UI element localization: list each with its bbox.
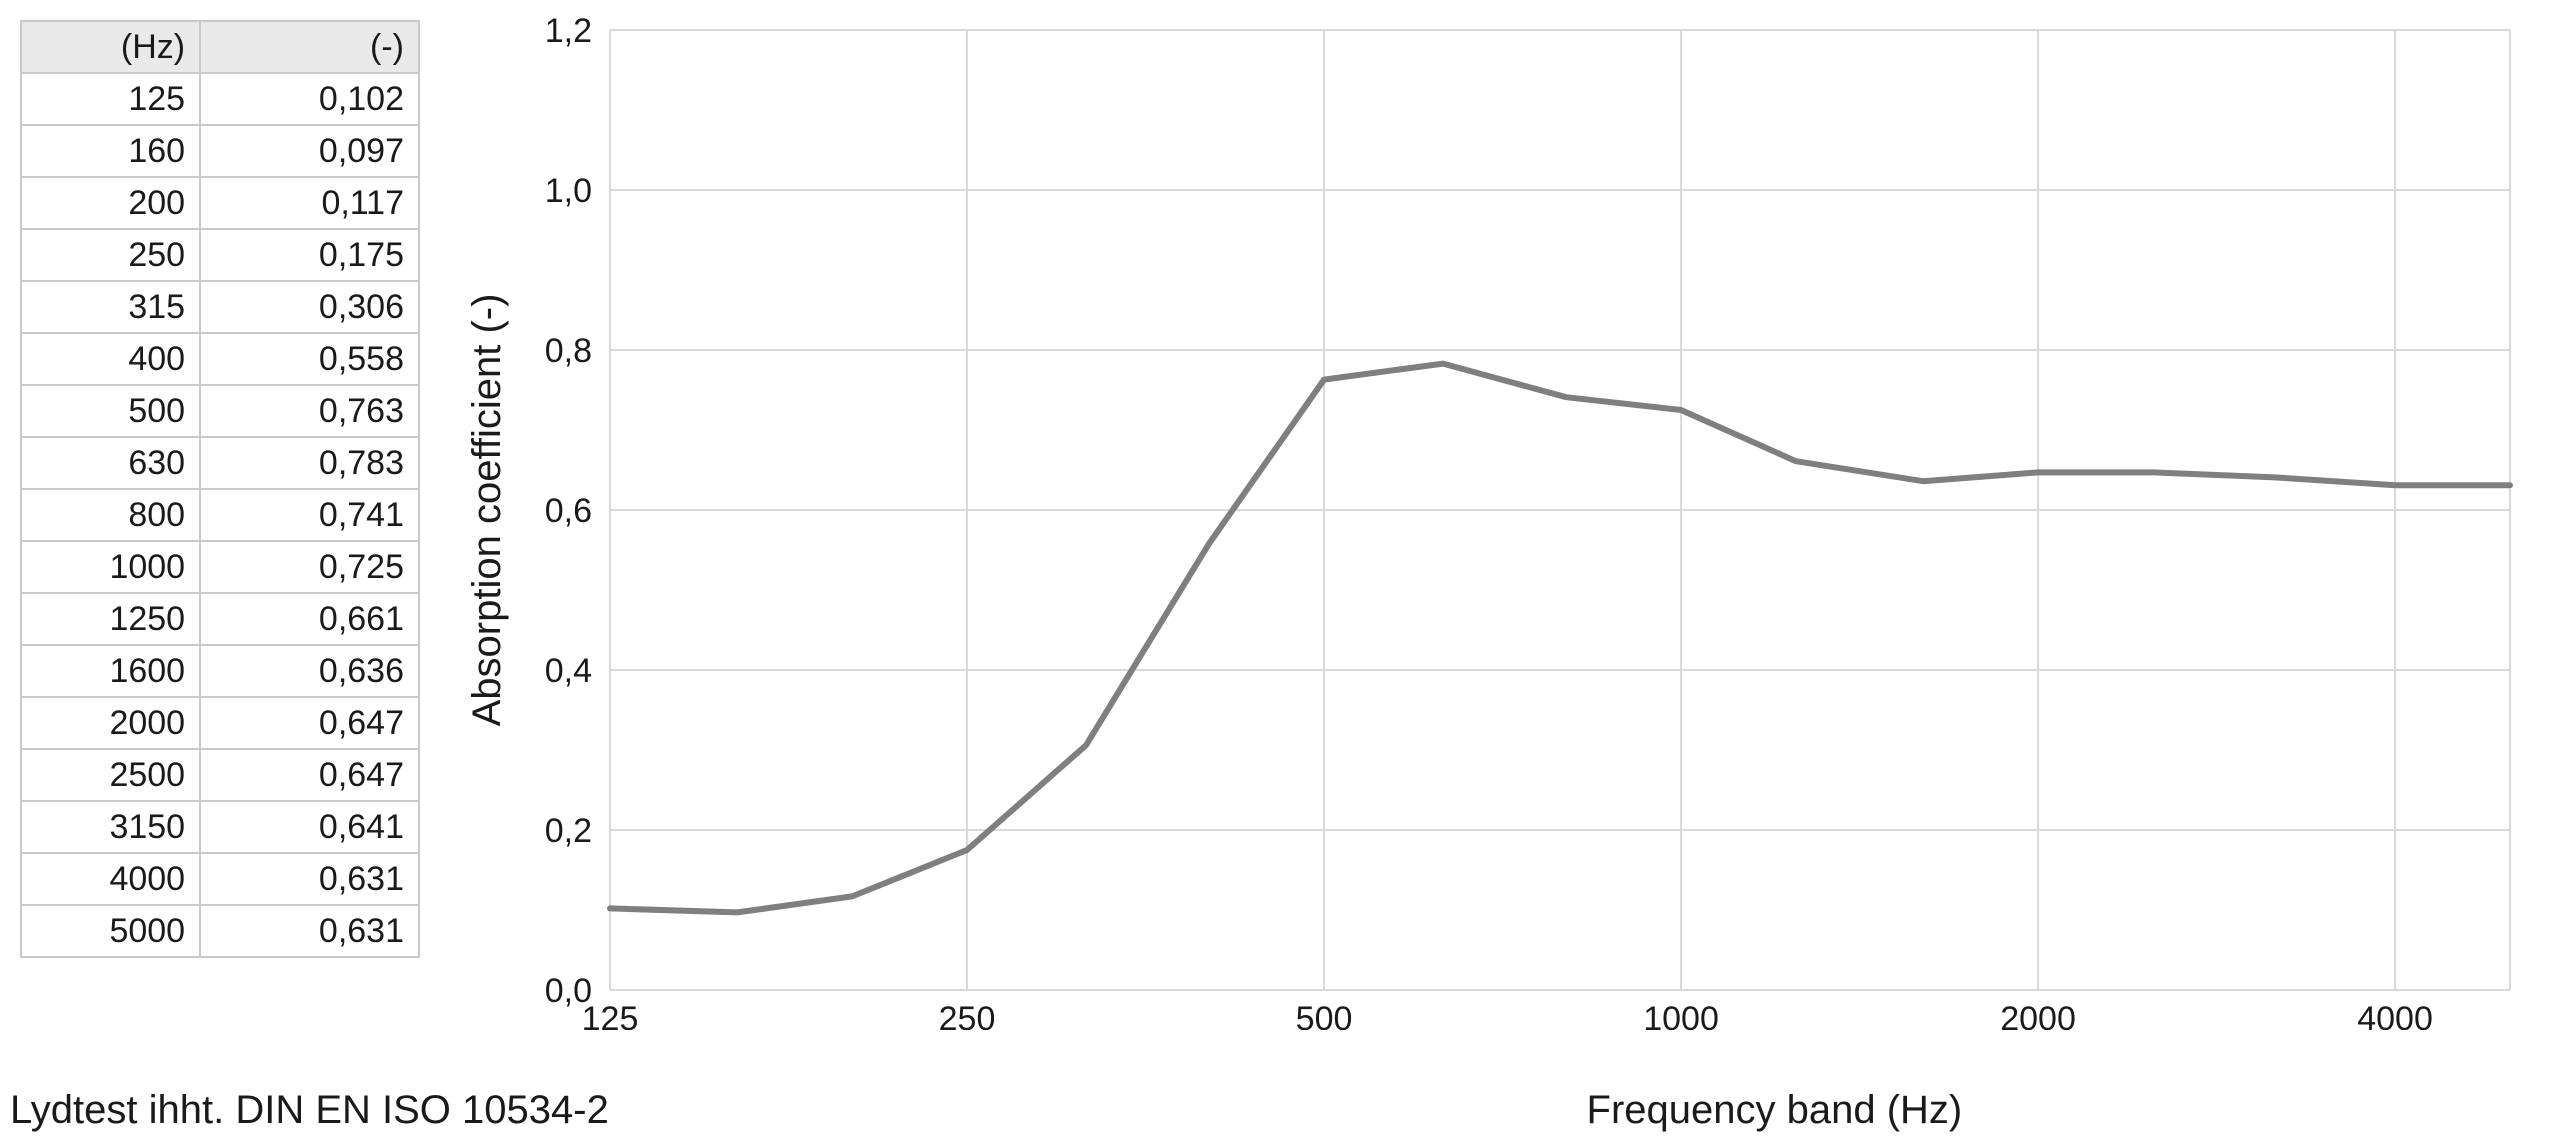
y-tick-label: 1,0 xyxy=(545,172,592,210)
cell-coef: 0,741 xyxy=(200,489,419,541)
cell-coef: 0,117 xyxy=(200,177,419,229)
cell-coef: 0,641 xyxy=(200,801,419,853)
x-tick-label: 4000 xyxy=(2357,1000,2433,1030)
table-row: 31500,641 xyxy=(21,801,419,853)
cell-hz: 630 xyxy=(21,437,200,489)
x-tick-label: 500 xyxy=(1296,1000,1353,1030)
table-row: 4000,558 xyxy=(21,333,419,385)
cell-hz: 315 xyxy=(21,281,200,333)
table-row: 50000,631 xyxy=(21,905,419,957)
cell-hz: 2500 xyxy=(21,749,200,801)
cell-coef: 0,558 xyxy=(200,333,419,385)
y-axis-title: Absorption coefficient (-) xyxy=(465,294,509,727)
cell-coef: 0,631 xyxy=(200,853,419,905)
table-row: 5000,763 xyxy=(21,385,419,437)
table-header-coef: (-) xyxy=(200,21,419,73)
table-row: 8000,741 xyxy=(21,489,419,541)
cell-hz: 5000 xyxy=(21,905,200,957)
cell-coef: 0,763 xyxy=(200,385,419,437)
table-row: 20000,647 xyxy=(21,697,419,749)
x-tick-label: 1000 xyxy=(1643,1000,1719,1030)
cell-hz: 3150 xyxy=(21,801,200,853)
cell-hz: 4000 xyxy=(21,853,200,905)
cell-coef: 0,102 xyxy=(200,73,419,125)
x-tick-label: 2000 xyxy=(2000,1000,2076,1030)
table-row: 10000,725 xyxy=(21,541,419,593)
cell-coef: 0,097 xyxy=(200,125,419,177)
cell-coef: 0,636 xyxy=(200,645,419,697)
table-header-hz: (Hz) xyxy=(21,21,200,73)
table-row: 3150,306 xyxy=(21,281,419,333)
x-axis-title: Frequency band (Hz) xyxy=(609,1088,2540,1133)
cell-coef: 0,783 xyxy=(200,437,419,489)
data-table: (Hz) (-) 1250,1021600,0972000,1172500,17… xyxy=(20,20,420,958)
x-tick-label: 125 xyxy=(582,1000,639,1030)
cell-coef: 0,661 xyxy=(200,593,419,645)
cell-hz: 1000 xyxy=(21,541,200,593)
cell-hz: 125 xyxy=(21,73,200,125)
table-row: 16000,636 xyxy=(21,645,419,697)
footer-standard-text: Lydtest ihht. DIN EN ISO 10534-2 xyxy=(10,1088,609,1133)
cell-coef: 0,175 xyxy=(200,229,419,281)
table-row: 2500,175 xyxy=(21,229,419,281)
table-row: 1600,097 xyxy=(21,125,419,177)
y-tick-label: 0,2 xyxy=(545,812,592,850)
cell-hz: 1250 xyxy=(21,593,200,645)
cell-hz: 800 xyxy=(21,489,200,541)
table-row: 1250,102 xyxy=(21,73,419,125)
y-tick-label: 1,2 xyxy=(545,12,592,50)
cell-hz: 160 xyxy=(21,125,200,177)
absorption-chart: 0,00,20,40,60,81,01,21252505001000200040… xyxy=(460,10,2540,1030)
cell-hz: 2000 xyxy=(21,697,200,749)
x-tick-label: 250 xyxy=(939,1000,996,1030)
table-row: 12500,661 xyxy=(21,593,419,645)
table-row: 25000,647 xyxy=(21,749,419,801)
cell-coef: 0,647 xyxy=(200,697,419,749)
y-tick-label: 0,4 xyxy=(545,652,592,690)
y-tick-label: 0,8 xyxy=(545,332,592,370)
y-tick-label: 0,6 xyxy=(545,492,592,530)
cell-hz: 1600 xyxy=(21,645,200,697)
cell-coef: 0,631 xyxy=(200,905,419,957)
cell-hz: 250 xyxy=(21,229,200,281)
cell-hz: 200 xyxy=(21,177,200,229)
table-row: 6300,783 xyxy=(21,437,419,489)
table-row: 40000,631 xyxy=(21,853,419,905)
cell-coef: 0,725 xyxy=(200,541,419,593)
cell-hz: 500 xyxy=(21,385,200,437)
table-row: 2000,117 xyxy=(21,177,419,229)
cell-hz: 400 xyxy=(21,333,200,385)
cell-coef: 0,647 xyxy=(200,749,419,801)
cell-coef: 0,306 xyxy=(200,281,419,333)
